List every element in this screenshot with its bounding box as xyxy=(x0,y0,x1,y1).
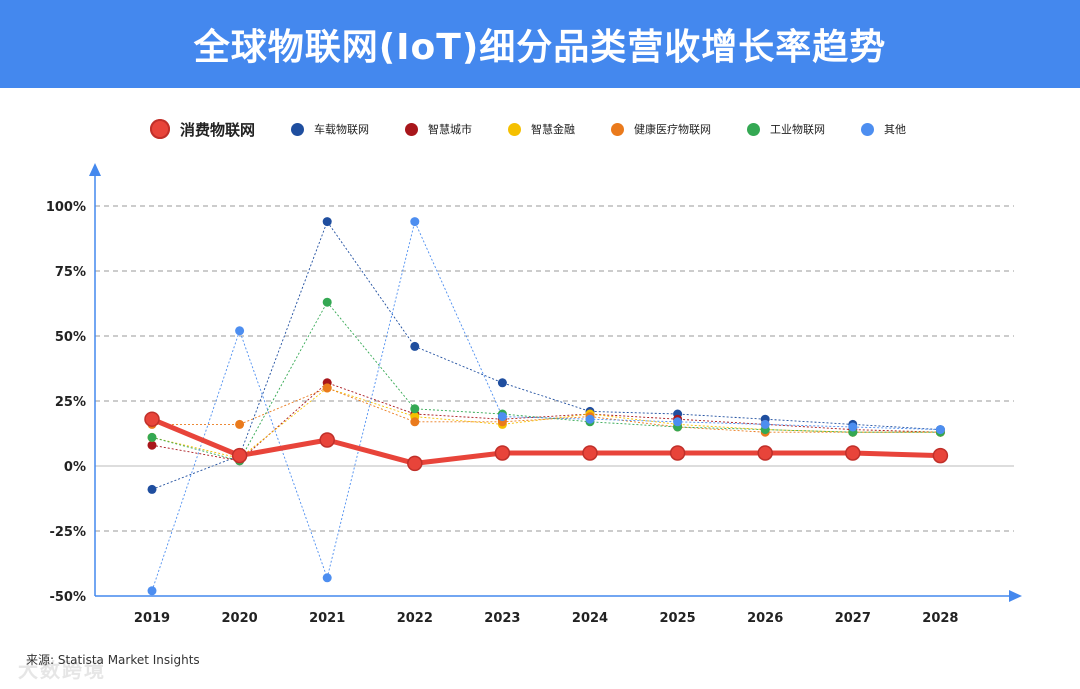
data-point xyxy=(322,573,332,583)
legend-label: 工业物联网 xyxy=(770,123,826,136)
data-point-primary xyxy=(845,445,861,461)
chart-legend: 消费物联网 车载物联网 智慧城市 智慧金融 健康医疗物联网 工业物联网 其他 xyxy=(150,114,970,144)
y-tick-label: 75% xyxy=(55,265,86,280)
legend-item-healthcare-iot: 健康医疗物联网 xyxy=(611,121,711,137)
data-point-primary xyxy=(494,445,511,461)
data-point xyxy=(322,217,332,227)
y-axis-arrow xyxy=(89,163,101,176)
legend-marker xyxy=(747,122,761,136)
data-point xyxy=(147,484,157,494)
x-axis-arrow xyxy=(1009,590,1022,602)
legend-label: 其他 xyxy=(884,123,907,136)
data-point xyxy=(410,404,420,414)
x-tick-label: 2022 xyxy=(397,611,433,626)
data-point xyxy=(760,419,770,429)
data-point xyxy=(322,383,332,393)
legend-label: 智慧金融 xyxy=(531,123,576,136)
data-point-primary xyxy=(932,447,949,464)
data-point-primary xyxy=(144,411,160,427)
data-point xyxy=(147,440,157,450)
legend-item-consumer-iot: 消费物联网 xyxy=(150,119,255,140)
x-tick-label: 2020 xyxy=(222,611,258,626)
legend-marker xyxy=(405,122,419,136)
data-point xyxy=(235,326,245,336)
series-line xyxy=(151,301,941,462)
series-line xyxy=(151,220,941,591)
data-point xyxy=(935,425,945,435)
data-point xyxy=(235,419,245,429)
legend-label: 车载物联网 xyxy=(314,123,370,136)
title-bar: 全球物联网(IoT)细分品类营收增长率趋势 xyxy=(0,0,1080,88)
y-tick-label: -50% xyxy=(49,590,86,605)
data-point xyxy=(147,586,157,596)
x-tick-label: 2026 xyxy=(747,611,783,626)
legend-label: 消费物联网 xyxy=(180,120,256,139)
series-line xyxy=(152,387,941,433)
x-tick-label: 2027 xyxy=(835,611,871,626)
data-point xyxy=(410,417,420,427)
x-tick-label: 2025 xyxy=(660,611,696,626)
legend-marker xyxy=(861,122,875,136)
data-point xyxy=(848,422,858,432)
legend-marker xyxy=(150,119,170,139)
x-tick-label: 2023 xyxy=(484,611,520,626)
data-point xyxy=(147,432,157,442)
watermark: 大数跨境 xyxy=(18,658,106,682)
series-line xyxy=(151,220,941,490)
x-tick-label: 2019 xyxy=(134,611,170,626)
legend-marker xyxy=(508,122,522,136)
source-note: 来源: Statista Market Insights xyxy=(26,653,200,667)
y-tick-label: 100% xyxy=(46,200,86,215)
data-point xyxy=(410,341,420,351)
legend-item-industrial-iot: 工业物联网 xyxy=(747,121,825,137)
legend-marker xyxy=(611,122,625,136)
x-tick-label: 2028 xyxy=(922,611,958,626)
legend-item-vehicle-iot: 车载物联网 xyxy=(291,121,369,137)
data-point-primary xyxy=(669,445,686,461)
y-tick-label: 50% xyxy=(55,330,86,345)
data-point xyxy=(497,378,507,388)
data-point-primary xyxy=(319,432,335,448)
y-tick-label: 25% xyxy=(55,395,86,410)
data-point-primary xyxy=(231,447,248,464)
data-point xyxy=(410,217,420,227)
legend-label: 智慧城市 xyxy=(428,123,473,136)
data-point-primary xyxy=(582,445,598,461)
legend-item-smart-finance: 智慧金融 xyxy=(508,121,575,137)
y-tick-label: -25% xyxy=(49,525,86,540)
x-tick-label: 2021 xyxy=(309,611,345,626)
data-point-primary xyxy=(407,455,423,472)
page-title: 全球物联网(IoT)细分品类营收增长率趋势 xyxy=(193,27,887,68)
y-tick-label: 0% xyxy=(64,460,86,475)
data-point-primary xyxy=(757,445,773,461)
legend-label: 健康医疗物联网 xyxy=(634,123,712,136)
legend-item-smart-city: 智慧城市 xyxy=(405,121,472,137)
data-point xyxy=(322,297,332,307)
legend-item-other: 其他 xyxy=(861,121,906,137)
data-point xyxy=(585,414,595,424)
data-point xyxy=(497,412,507,422)
series-line-primary xyxy=(149,416,943,466)
data-point xyxy=(673,417,683,427)
x-tick-label: 2024 xyxy=(572,611,608,626)
legend-marker xyxy=(291,122,305,136)
